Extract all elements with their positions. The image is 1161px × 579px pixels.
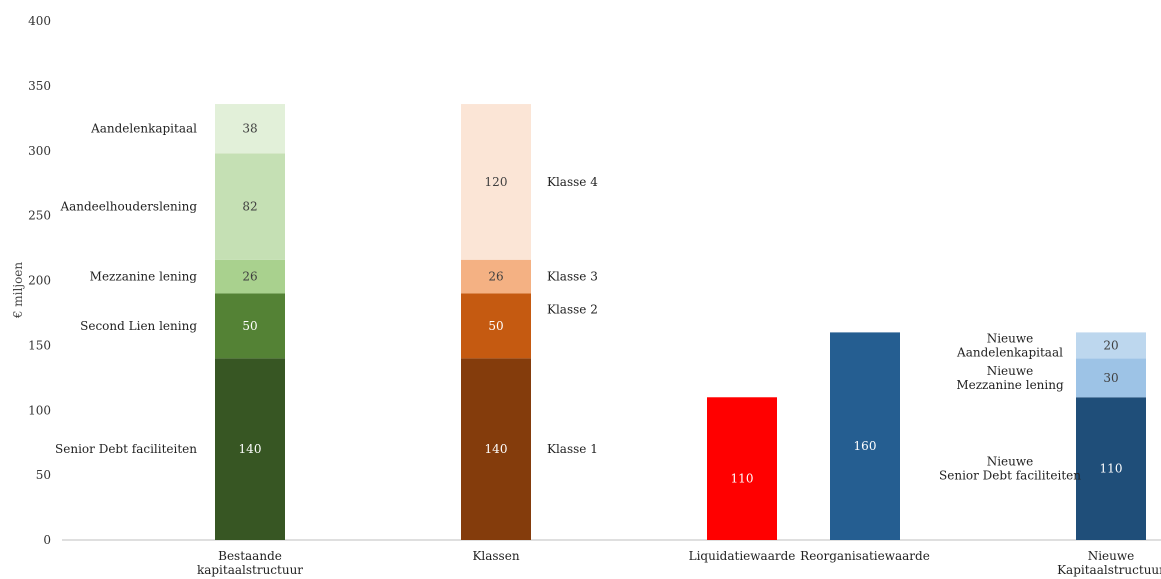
bar-value-label: 140 (239, 442, 262, 456)
segment-label: Senior Debt faciliteiten (939, 469, 1081, 483)
bar-segment (461, 104, 531, 260)
category-label: kapitaalstructuur (197, 563, 303, 577)
y-tick-label: 300 (28, 144, 51, 158)
segment-label: Senior Debt faciliteiten (55, 442, 197, 456)
category-label: Nieuwe (1088, 549, 1135, 563)
bars-layer: 140 50 26 82 38 140 50 26 120 110 160 110 30 20 (215, 104, 1146, 540)
bar-segment (707, 397, 777, 540)
segment-label: Aandelenkapitaal (90, 122, 197, 136)
bar-segment (215, 293, 285, 359)
y-tick-label: 0 (43, 533, 51, 547)
y-axis: 0 50 100 150 200 250 300 350 400 (28, 14, 51, 547)
bar-segment (461, 259, 531, 294)
bar-value-label: 110 (731, 472, 754, 486)
segment-label: Klasse 1 (547, 442, 598, 456)
bar-value-label: 20 (1103, 338, 1118, 352)
segment-label: Aandeelhouderslening (59, 200, 197, 214)
bar-segment (1076, 358, 1146, 398)
category-label: Reorganisatiewaarde (800, 549, 930, 563)
bar-value-label: 26 (242, 270, 257, 284)
bar-value-label: 120 (485, 175, 508, 189)
y-axis-title: € miljoen (11, 262, 25, 320)
y-tick-label: 150 (28, 338, 51, 352)
segment-label: Mezzanine lening (90, 270, 198, 284)
segment-label: Klasse 4 (547, 175, 598, 189)
bar-segment (215, 153, 285, 260)
segment-label: Second Lien lening (80, 319, 197, 333)
segment-labels-layer: Senior Debt faciliteiten Second Lien leni… (55, 122, 1081, 483)
bar-segment (215, 259, 285, 294)
bar-value-label: 26 (488, 270, 503, 284)
bar-value-label: 30 (1103, 371, 1118, 385)
segment-label: Klasse 2 (547, 302, 598, 316)
y-tick-label: 250 (28, 209, 51, 223)
segment-label: Mezzanine lening (956, 378, 1064, 392)
bar-value-label: 50 (488, 319, 503, 333)
category-label: Klassen (472, 549, 519, 563)
bar-segment (1076, 332, 1146, 359)
y-tick-label: 200 (28, 274, 51, 288)
bar-value-label: 160 (854, 439, 877, 453)
y-tick-label: 50 (36, 468, 51, 482)
y-tick-label: 100 (28, 403, 51, 417)
segment-label: Nieuwe (987, 331, 1034, 345)
bar-segment (461, 293, 531, 359)
bar-value-label: 50 (242, 319, 257, 333)
bar-segment (461, 358, 531, 540)
y-tick-label: 400 (28, 14, 51, 28)
category-label: Liquidatiewaarde (689, 549, 796, 563)
category-label: Bestaande (218, 549, 282, 563)
bar-value-label: 38 (242, 122, 257, 136)
segment-label: Nieuwe (987, 455, 1034, 469)
bar-value-label: 82 (242, 200, 257, 214)
bar-segment (215, 358, 285, 540)
bar-value-label: 110 (1100, 462, 1123, 476)
bar-segment (830, 332, 900, 540)
bar-segment (1076, 397, 1146, 540)
category-label: Kapitaalstructuur (1057, 563, 1161, 577)
y-tick-label: 350 (28, 79, 51, 93)
segment-label: Nieuwe (987, 364, 1034, 378)
segment-label: Klasse 3 (547, 270, 598, 284)
bar-segment (215, 104, 285, 154)
bar-value-label: 140 (485, 442, 508, 456)
segment-label: Aandelenkapitaal (956, 345, 1063, 359)
